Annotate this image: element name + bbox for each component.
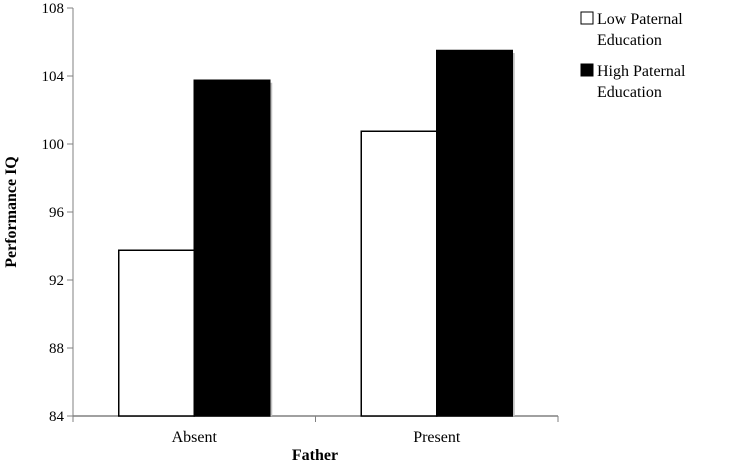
legend: Low Paternal Education High Paternal Educat… bbox=[580, 11, 686, 101]
x-tick-label: Present bbox=[413, 429, 461, 446]
y-tick-label: 104 bbox=[42, 69, 65, 85]
y-tick-label: 108 bbox=[42, 1, 65, 17]
bars bbox=[118, 49, 515, 417]
x-axis-label: Father bbox=[292, 447, 338, 464]
y-axis-label: Performance IQ bbox=[3, 156, 20, 268]
y-tick-label: 92 bbox=[49, 273, 64, 289]
legend-swatch bbox=[580, 63, 594, 77]
legend-label: Low Paternal bbox=[597, 11, 683, 28]
y-tick-label: 84 bbox=[49, 409, 65, 425]
x-tick-label: Absent bbox=[172, 429, 218, 446]
bar-absent-low bbox=[118, 249, 195, 417]
bar-present-low bbox=[360, 130, 438, 417]
legend-label: High Paternal bbox=[597, 63, 686, 80]
bar-present-high bbox=[436, 49, 513, 417]
bar-absent-high bbox=[193, 79, 271, 417]
legend-label: Education bbox=[597, 32, 662, 49]
legend-label: Education bbox=[597, 84, 662, 101]
legend-swatch bbox=[580, 11, 594, 25]
y-tick-label: 88 bbox=[49, 341, 64, 357]
y-tick-label: 96 bbox=[49, 205, 65, 221]
y-tick-label: 100 bbox=[42, 137, 65, 153]
